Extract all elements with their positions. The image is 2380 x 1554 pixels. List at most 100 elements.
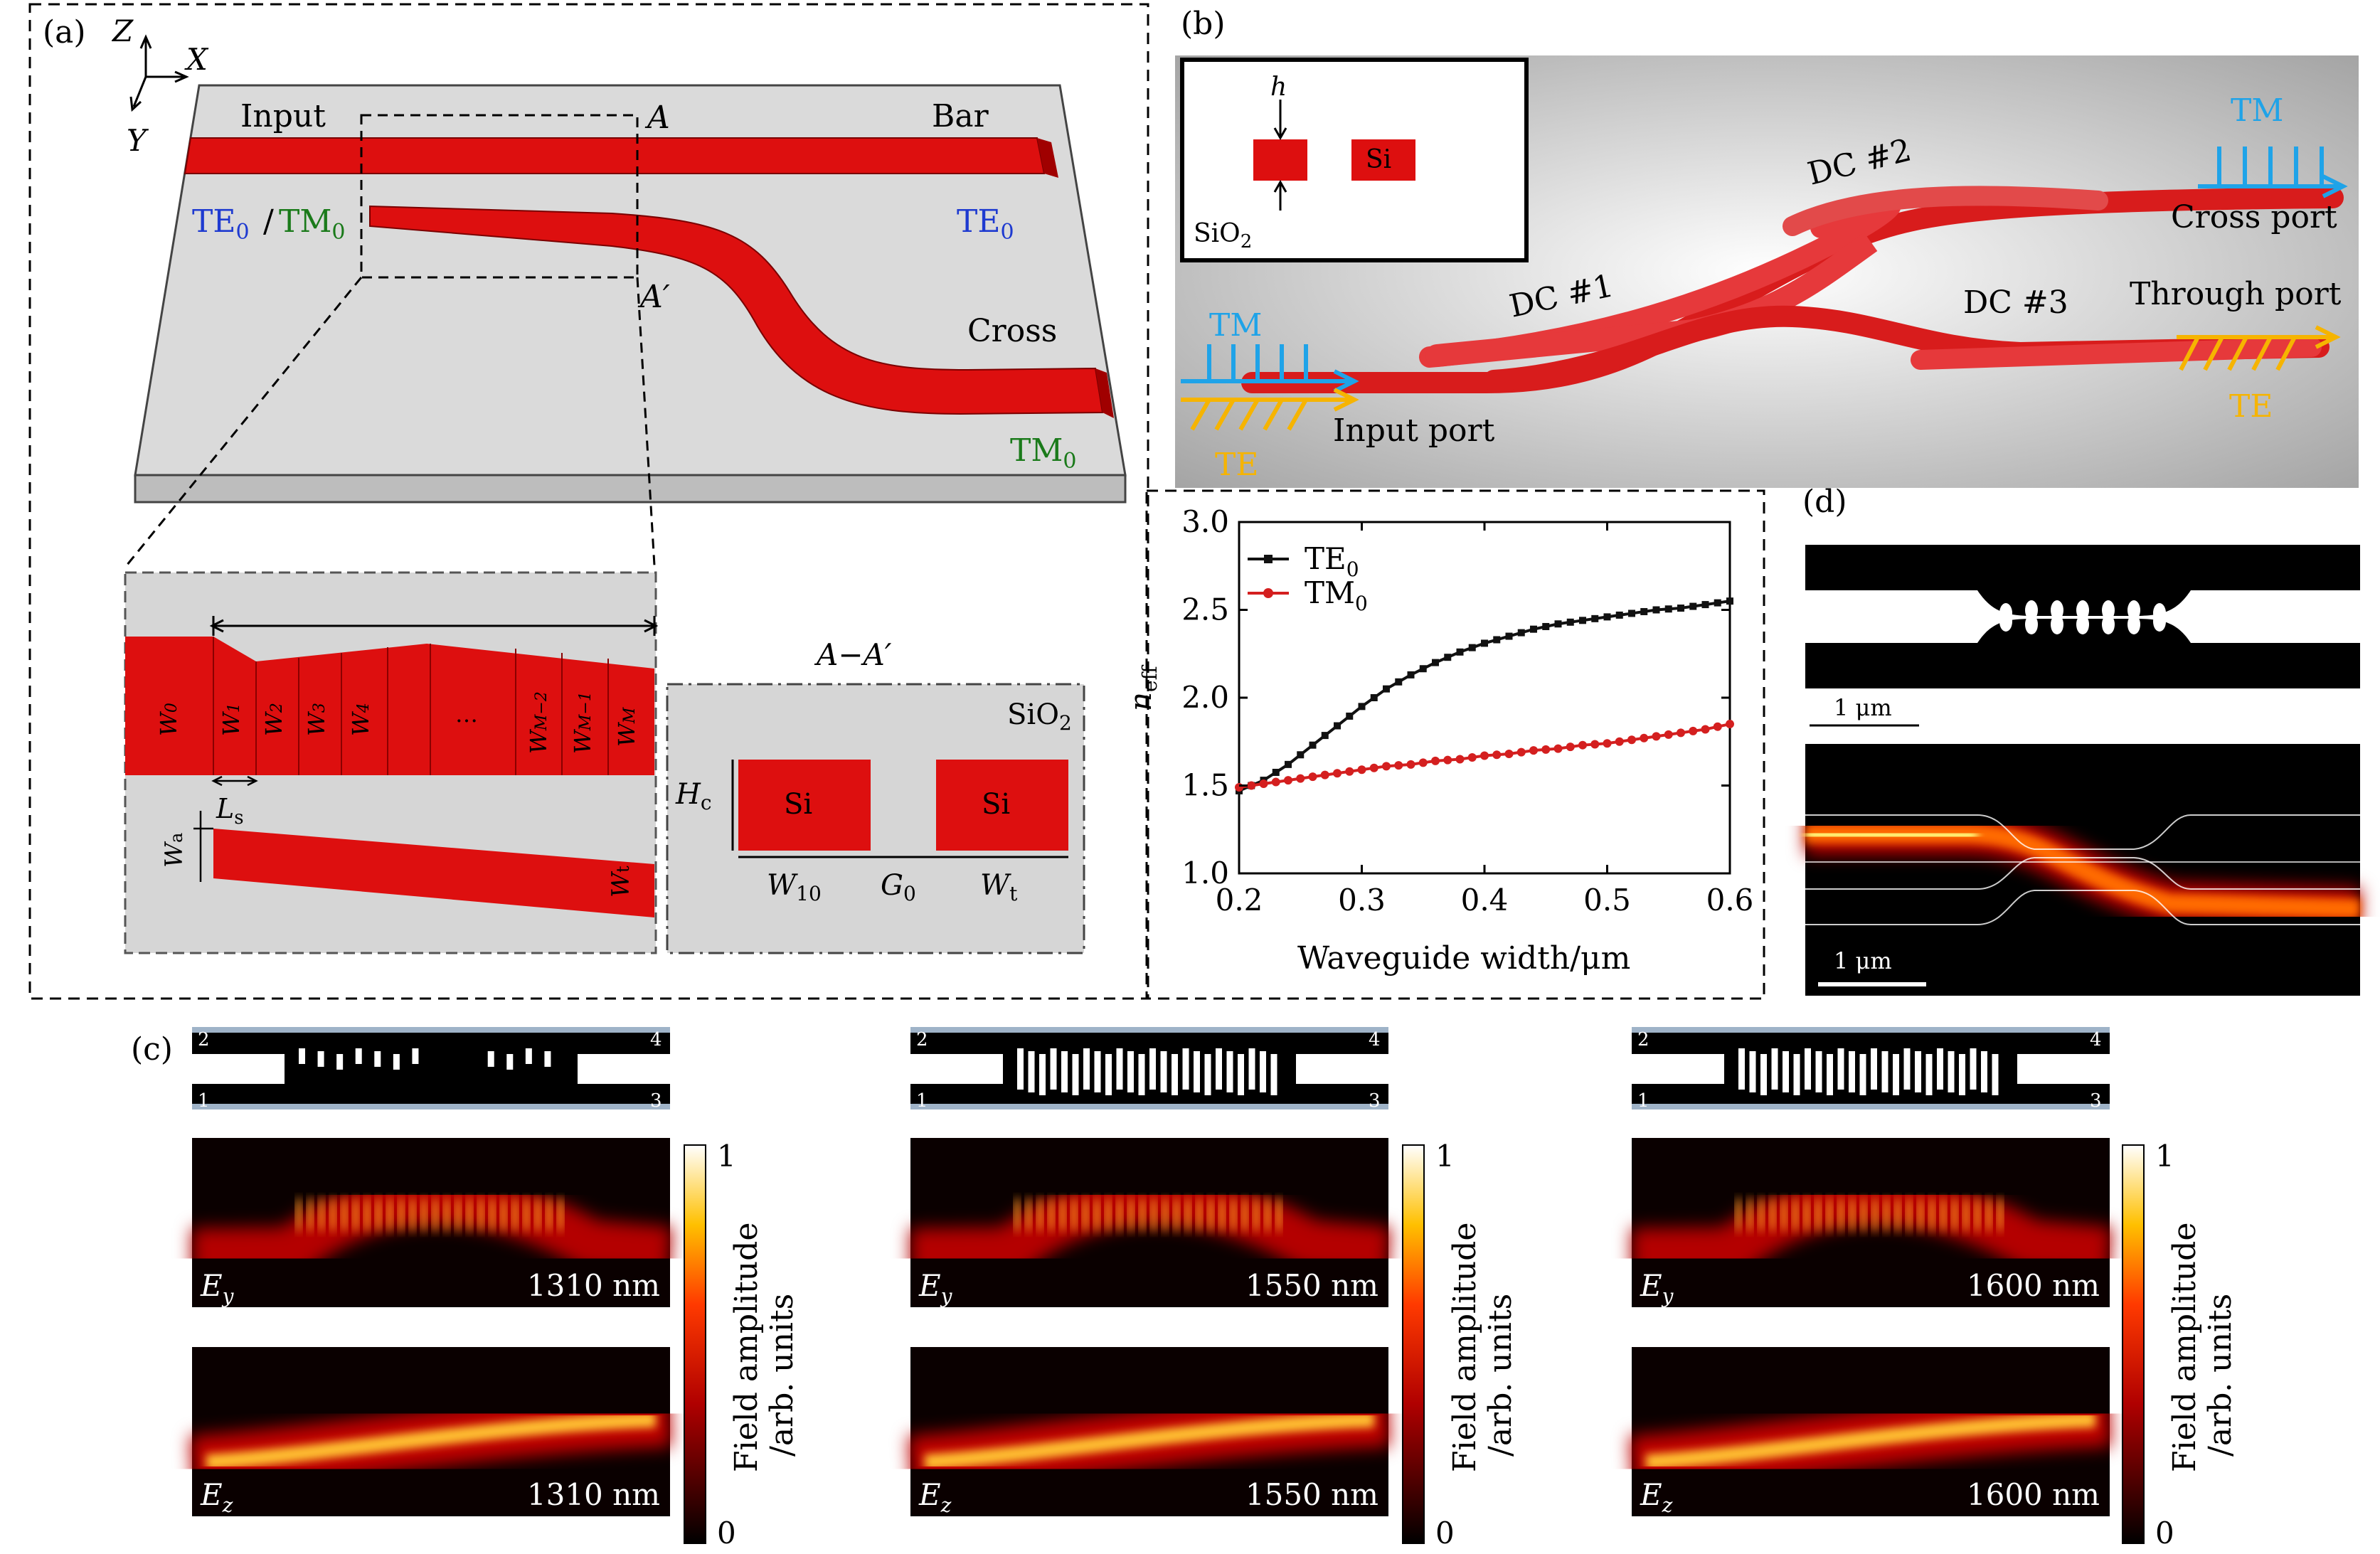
c-ey-fringe <box>295 1196 302 1233</box>
point-TE0 <box>1456 648 1464 656</box>
c-ey-fringe <box>318 1196 325 1233</box>
width-labels: W0 W1 W2 W3 W4 … WM−2 WM−1 WM <box>155 691 640 754</box>
c-structure-pixel <box>317 1051 324 1067</box>
c-ey-fringe <box>1093 1196 1100 1233</box>
point-TE0 <box>1652 606 1660 614</box>
c-structure-edge <box>1632 1104 2110 1109</box>
c-ey-fringe <box>477 1196 484 1233</box>
c-structure-pixel <box>1050 1048 1057 1090</box>
si-core-right <box>936 760 1068 851</box>
c-structure-pixel <box>1160 1051 1167 1092</box>
axis-z-label: Z <box>111 14 134 48</box>
c-ey-wavelength: 1600 nm <box>1967 1268 2100 1303</box>
point-TE0 <box>1542 622 1550 630</box>
point-TE0 <box>1481 639 1488 647</box>
legend-label-TM0: TM0 <box>1305 575 1368 615</box>
c-ey-fringe <box>1883 1196 1890 1233</box>
point-TM0 <box>1345 767 1354 776</box>
c-ey-fringe <box>386 1196 393 1233</box>
point-TM0 <box>1382 762 1391 771</box>
c-structure-pixel <box>1793 1054 1800 1095</box>
c-ey-fringe <box>489 1196 496 1233</box>
svg-text:Si: Si <box>982 788 1010 821</box>
c-ey-fringe <box>511 1196 519 1233</box>
c-ez-beam <box>924 1412 1375 1470</box>
c-ey-fringe <box>500 1196 507 1233</box>
c-structure-pixel <box>1981 1051 1987 1092</box>
c-ey-fringe <box>1048 1196 1055 1233</box>
c-structure-pixel <box>1028 1051 1035 1092</box>
cross-tm-arrow-icon <box>2198 147 2348 198</box>
c-port-label: 2 <box>198 1029 210 1050</box>
svg-text:G0: G0 <box>881 869 916 905</box>
zoom-inset <box>124 571 659 954</box>
y-tick-label: 1.5 <box>1181 768 1229 803</box>
c-structure-pixel <box>1072 1054 1079 1095</box>
c-ey-fringe <box>1253 1196 1260 1233</box>
c-ez-beam <box>1645 1412 2096 1470</box>
c-structure-pixel <box>1827 1054 1833 1095</box>
c-structure-edge <box>910 1027 1388 1033</box>
point-TE0 <box>1726 597 1733 605</box>
b-inset-core-2 <box>1351 139 1415 181</box>
c-ey-fringe <box>1264 1196 1271 1233</box>
svg-text:W4: W4 <box>347 703 374 736</box>
c-ey-fringe <box>466 1196 473 1233</box>
c-structure-pixel <box>1760 1054 1767 1095</box>
svg-text:W3: W3 <box>303 703 330 736</box>
wa-label: Wa <box>160 833 188 868</box>
c-structure-pixel <box>355 1048 362 1064</box>
c-port-label: 4 <box>2090 1029 2102 1050</box>
cross-waveguide-end <box>1095 368 1114 418</box>
point-TM0 <box>1578 740 1587 750</box>
c-ey-fringe <box>1997 1196 2004 1233</box>
c-ey-fringe <box>1275 1196 1282 1233</box>
point-TE0 <box>1603 613 1611 621</box>
point-TE0 <box>1285 760 1292 768</box>
point-TM0 <box>1652 732 1661 741</box>
chart-xlabel: Waveguide width/μm <box>1297 940 1630 976</box>
c-column-2: 1 2 3 4 Ey 1550 nm Ez 1550 nm 1 0 Field amplitude /… <box>908 1027 1519 1550</box>
x-tick-label: 0.4 <box>1461 883 1509 917</box>
c-structure-pixel <box>1903 1048 1911 1090</box>
c-ey-fringe <box>1139 1196 1146 1233</box>
point-TM0 <box>1431 756 1440 765</box>
point-TM0 <box>1369 763 1378 772</box>
point-TM0 <box>1677 728 1685 738</box>
ls-label: Ls <box>216 793 244 829</box>
point-TM0 <box>1541 745 1551 754</box>
chart-plot-area <box>1238 521 1731 875</box>
point-TM0 <box>1320 770 1329 779</box>
c-colorbar <box>684 1144 706 1544</box>
point-TM0 <box>1701 725 1710 734</box>
c-ey-fringe <box>341 1196 348 1233</box>
c-ey-label: Ey <box>200 1268 235 1308</box>
point-TM0 <box>1284 776 1292 785</box>
point-TM0 <box>1418 758 1428 767</box>
svg-text:SiO2: SiO2 <box>1007 698 1072 735</box>
c-structure-pixel <box>1881 1051 1888 1092</box>
si-core-left <box>738 760 871 851</box>
panel-d: (d) 1 μm 1 μm <box>1802 484 2361 996</box>
c-structure-pixel <box>393 1054 400 1070</box>
point-TE0 <box>1591 614 1599 622</box>
input-port-label: Input port <box>1333 413 1495 449</box>
c-ey-fringe <box>1849 1196 1856 1233</box>
c-structure-pixel <box>1260 1051 1266 1092</box>
c-ey-fringe <box>1082 1196 1089 1233</box>
c-colorbar-min: 0 <box>717 1516 736 1550</box>
c-colorbar-label: Field amplitude <box>2167 1223 2203 1472</box>
panel-b-label: (b) <box>1181 6 1226 42</box>
c-colorbar-max: 1 <box>1435 1139 1455 1174</box>
c-ey-fringe <box>1184 1196 1191 1233</box>
point-TE0 <box>1444 654 1452 661</box>
c-ey-fringe <box>1173 1196 1180 1233</box>
d-mask-structure <box>1805 545 2360 688</box>
c-structure-pixel <box>1127 1051 1134 1092</box>
point-TM0 <box>1296 774 1305 783</box>
x-tick-label: 0.2 <box>1216 883 1263 917</box>
c-ey-fringe <box>1860 1196 1867 1233</box>
c-ey-fringe <box>432 1196 439 1233</box>
point-TE0 <box>1677 605 1684 612</box>
